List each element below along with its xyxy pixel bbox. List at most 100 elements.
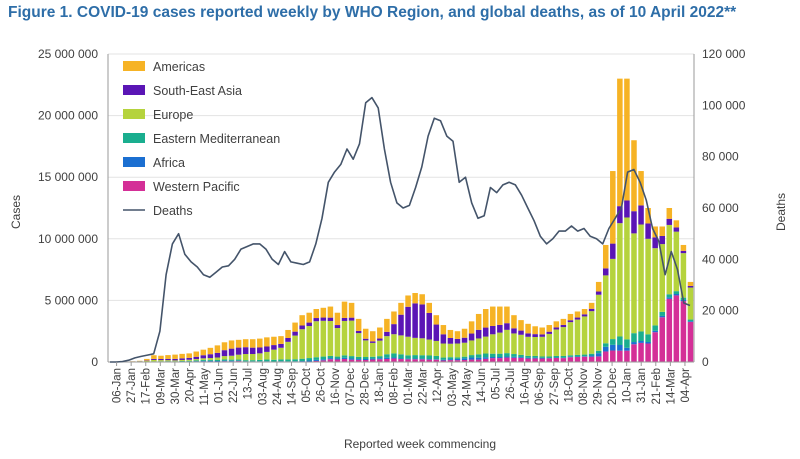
y2-tick-label: 100 000 [702, 98, 746, 112]
bar-segment [334, 328, 341, 357]
bar-segment [490, 358, 496, 362]
bar-segment [362, 328, 369, 339]
bar-segment [405, 358, 411, 360]
bar-segment [179, 353, 185, 359]
bar-segment [172, 358, 178, 361]
bar-segment [384, 331, 390, 337]
bar-segment [539, 356, 545, 358]
bar-segment [193, 359, 200, 361]
bar-segment [362, 359, 369, 361]
bar-segment [405, 295, 411, 307]
x-tick-label: 13-Jul [243, 368, 255, 399]
bar-segment [687, 281, 694, 286]
x-tick-label: 30-Mar [170, 368, 182, 405]
bar-segment [588, 308, 595, 312]
y2-tick-label: 40 000 [702, 252, 739, 266]
bar-segment [588, 353, 595, 356]
x-tick-label: 26-Oct [316, 367, 328, 402]
bar-segment [624, 339, 630, 348]
bar-segment [271, 359, 277, 362]
legend-label: Europe [153, 108, 193, 122]
bar-segment [673, 295, 680, 362]
bar-segment [355, 330, 362, 334]
bar-segment [398, 314, 404, 336]
bar-segment [221, 359, 228, 361]
bar-segment [264, 359, 270, 362]
bar-segment [525, 357, 531, 359]
bar-segment [680, 301, 687, 362]
x-tick-label: 22-Jun [228, 368, 240, 403]
bar-segment [172, 360, 178, 362]
bar-segment [687, 319, 694, 322]
x-tick-label: 05-Oct [301, 367, 313, 402]
bar-segment [645, 341, 651, 344]
bar-segment [461, 342, 468, 357]
bar-segment [581, 354, 588, 357]
x-tick-label: 16-Aug [520, 368, 532, 405]
bar-segment [638, 331, 644, 341]
bar-segment [405, 306, 411, 337]
bar-segment [391, 358, 397, 362]
bar-segment [278, 359, 284, 362]
bar-segment [440, 334, 447, 344]
bar-segment [588, 356, 595, 362]
bar-segment [158, 355, 164, 359]
bar-segment [440, 325, 447, 335]
bar-segment [454, 360, 461, 362]
bar-segment [475, 338, 482, 355]
bar-segment [539, 357, 545, 359]
bar-segment [433, 315, 440, 325]
bar-segment [299, 329, 305, 359]
bar-segment [313, 318, 320, 322]
bar-segment [144, 358, 150, 361]
x-tick-label: 20-Apr [185, 368, 197, 403]
bar-segment [158, 358, 164, 361]
bar-segment [624, 350, 630, 362]
x-tick-label: 20-Dec [607, 368, 619, 405]
bar-segment [602, 268, 609, 276]
x-tick-label: 01-Mar [403, 368, 415, 405]
bar-segment [242, 360, 249, 362]
bar-segment [610, 339, 616, 345]
bar-segment [687, 285, 694, 288]
x-tick-label: 29-Nov [593, 368, 605, 405]
bar-segment [320, 317, 327, 321]
legend-label: Eastern Mediterranean [153, 132, 280, 146]
axes [107, 54, 695, 363]
bar-segment [327, 359, 334, 362]
bar-segment [341, 358, 348, 362]
bar-segment [574, 311, 581, 318]
bar-segment [172, 354, 178, 359]
bar-segment [405, 355, 411, 359]
bar-segment [165, 355, 171, 359]
x-tick-label: 01-Jun [214, 368, 226, 403]
bar-segment [348, 302, 355, 318]
x-tick-label: 14-Sep [287, 368, 299, 405]
bar-segment [638, 342, 644, 362]
bar-segment [518, 334, 524, 355]
bar-segment [398, 335, 404, 355]
bar-segment [433, 324, 440, 341]
bar-segment [179, 359, 185, 361]
bar-segment [511, 315, 517, 329]
bar-segment [186, 359, 192, 361]
bar-segment [426, 359, 432, 362]
bar-segment [419, 355, 425, 359]
bar-segment [341, 320, 348, 356]
y2-tick-label: 120 000 [702, 47, 746, 61]
bar-segment [235, 339, 242, 348]
bar-segment [497, 353, 503, 358]
bar-segment [447, 360, 454, 362]
bar-segment [595, 291, 602, 295]
bar-segment [468, 321, 475, 334]
bar-segment [207, 354, 214, 359]
bar-segment [482, 353, 489, 358]
bar-segment [242, 354, 249, 361]
bar-segment [249, 360, 256, 362]
bar-segment [165, 360, 171, 362]
bar-segment [595, 350, 602, 354]
bar-segment [652, 325, 658, 331]
bar-segment [341, 317, 348, 321]
bar-segment [645, 208, 651, 224]
y-tick-label: 5 000 000 [45, 293, 99, 307]
